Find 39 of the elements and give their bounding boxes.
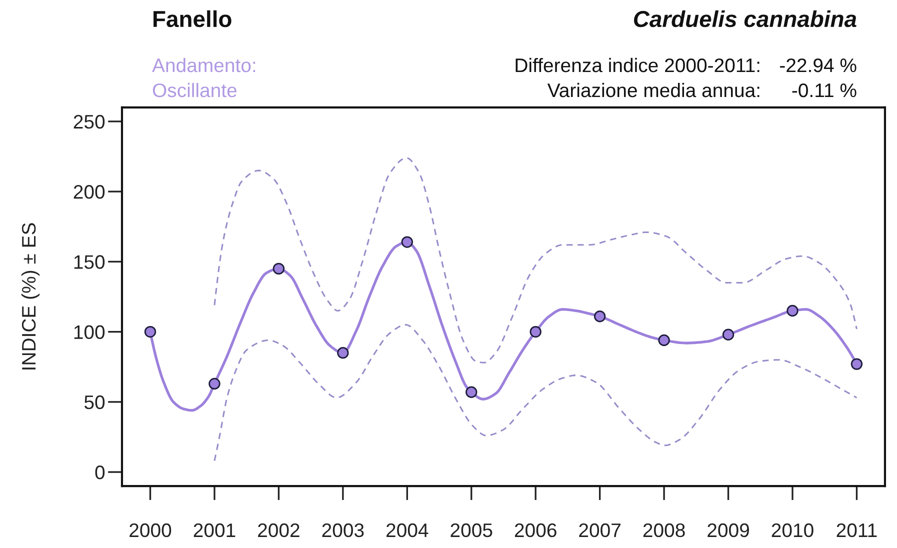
x-tick-label: 2002 bbox=[258, 523, 300, 538]
point bbox=[594, 310, 606, 322]
x-tick-label: 2009 bbox=[708, 523, 749, 538]
x-tick-label: 2011 bbox=[836, 523, 877, 538]
y-tick-label: 150 bbox=[74, 255, 105, 269]
y-tick-label: 100 bbox=[74, 325, 105, 340]
text: Differenza indice 2000-2011: bbox=[516, 58, 760, 72]
chart-title: Fanello bbox=[154, 10, 232, 28]
y-tick-label: 0 bbox=[95, 466, 105, 480]
point bbox=[850, 358, 863, 370]
point bbox=[272, 262, 285, 275]
point bbox=[530, 326, 542, 338]
point bbox=[658, 334, 670, 346]
y-tick-label: 250 bbox=[74, 114, 105, 129]
text: -22.94 % bbox=[780, 58, 856, 72]
text: -0.11 % bbox=[792, 83, 856, 98]
x-tick-label: 2005 bbox=[450, 523, 492, 538]
y-tick-label: 200 bbox=[74, 185, 105, 199]
x-tick-label: 2010 bbox=[772, 523, 814, 538]
x-tick-label: 2000 bbox=[130, 523, 172, 538]
point bbox=[208, 378, 220, 390]
point bbox=[786, 304, 798, 317]
x-tick-label: 2004 bbox=[386, 523, 428, 538]
point bbox=[722, 328, 734, 340]
chart-subtitle: Carduelis cannabina bbox=[634, 10, 856, 28]
point bbox=[401, 236, 413, 248]
text: Andamento: bbox=[152, 58, 256, 72]
x-tick-label: 2003 bbox=[322, 523, 364, 538]
x-tick-label: 2008 bbox=[643, 523, 685, 538]
point bbox=[337, 346, 349, 359]
y-axis-title: INDICE (%) ± ES bbox=[21, 223, 40, 370]
text: Variazione media annua: bbox=[547, 82, 760, 98]
x-tick-label: 2001 bbox=[194, 523, 236, 538]
x-tick-label: 2006 bbox=[514, 523, 556, 538]
text: Oscillante bbox=[152, 82, 237, 98]
y-tick-label: 50 bbox=[84, 395, 105, 410]
x-tick-label: 2007 bbox=[579, 523, 620, 538]
point bbox=[144, 326, 156, 338]
point bbox=[466, 386, 478, 398]
